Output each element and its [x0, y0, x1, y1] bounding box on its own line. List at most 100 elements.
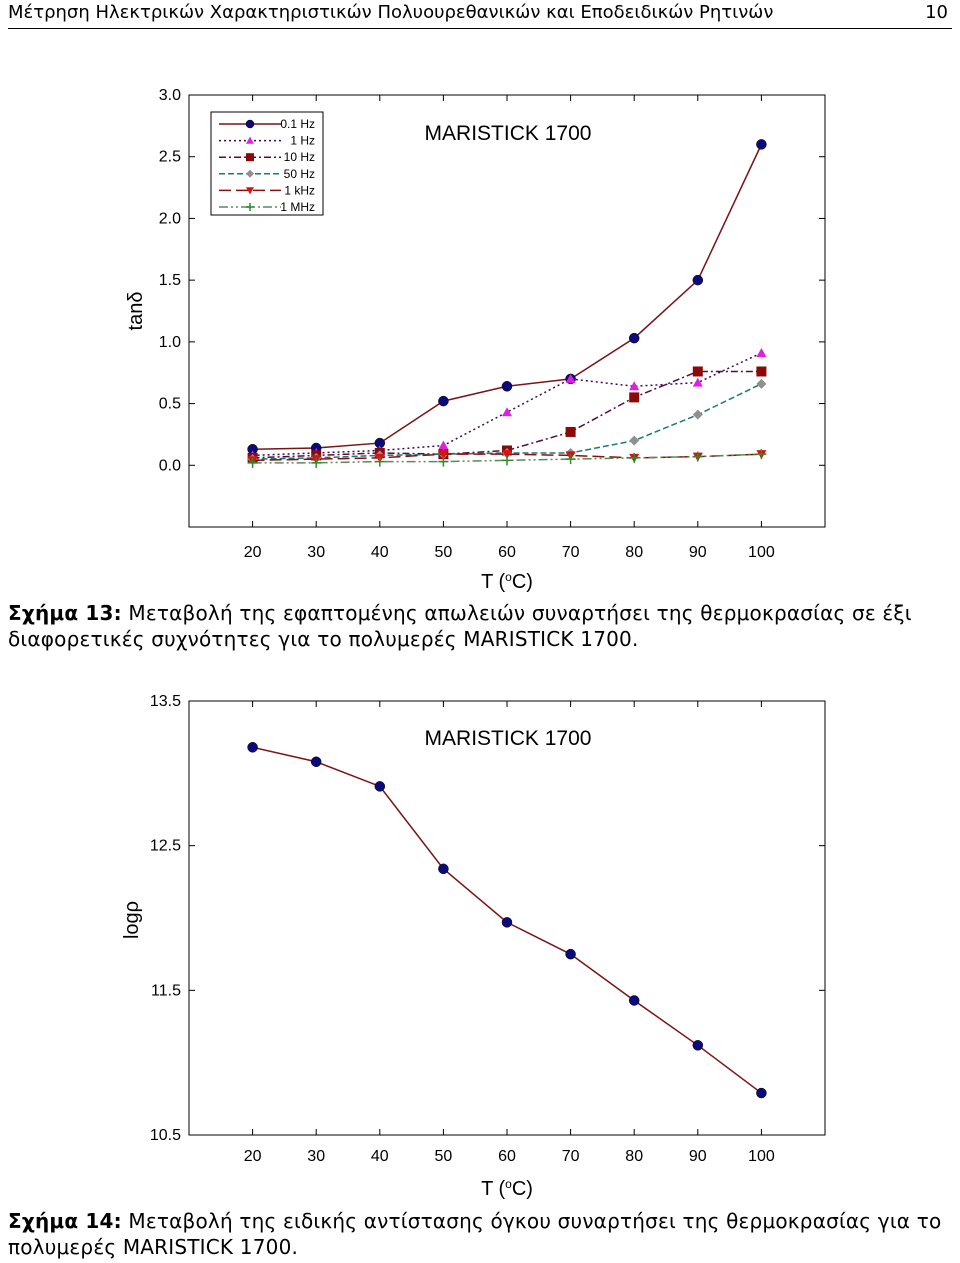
data-point	[247, 457, 258, 468]
x-tick-label: 70	[562, 1148, 580, 1165]
legend-marker	[246, 153, 254, 162]
x-tick-label: 40	[371, 1148, 389, 1165]
legend-box	[210, 111, 324, 216]
legend-marker	[246, 187, 254, 195]
data-point	[692, 1040, 704, 1051]
figure-14-caption: Σχήμα 14: Μεταβολή της ειδικής αντίσταση…	[8, 1208, 954, 1260]
data-point	[438, 450, 449, 460]
x-tick-label: 100	[748, 1148, 775, 1165]
x-tick-label: 40	[371, 544, 389, 561]
legend-label: 10 Hz	[284, 150, 315, 164]
y-tick-label: 3.0	[159, 87, 181, 104]
y-axis-label: tanδ	[125, 292, 147, 331]
data-point	[692, 366, 703, 377]
data-point	[502, 455, 512, 466]
series-1-mhz	[247, 449, 767, 468]
data-point	[501, 917, 513, 928]
data-point	[438, 456, 449, 467]
x-tick-label: 50	[435, 1148, 453, 1165]
series-line	[252, 352, 762, 457]
y-tick-label: 2.0	[159, 210, 181, 227]
x-tick-label: 90	[689, 1148, 707, 1165]
data-point	[311, 457, 322, 468]
data-point	[438, 395, 449, 407]
x-tick-label: 30	[307, 1148, 325, 1165]
data-point	[692, 274, 704, 286]
data-point	[629, 392, 640, 403]
data-point	[692, 409, 703, 420]
figure-14-text: Μεταβολή της ειδικής αντίστασης όγκου συ…	[8, 1209, 942, 1259]
y-tick-label: 13.5	[150, 693, 181, 710]
legend-marker	[245, 119, 255, 129]
header-title: Μέτρηση Ηλεκτρικών Χαρακτηριστικών Πολυο…	[8, 2, 774, 23]
y-tick-label: 1.5	[159, 272, 181, 289]
y-tick-label: 12.5	[150, 838, 181, 855]
page-header: Μέτρηση Ηλεκτρικών Χαρακτηριστικών Πολυο…	[8, 0, 952, 29]
legend-label: 1 MHz	[280, 200, 315, 214]
data-point	[756, 139, 767, 150]
data-point	[438, 863, 449, 875]
x-tick-label: 80	[625, 544, 643, 561]
legend-marker	[246, 169, 254, 178]
y-axis-label: logρ	[121, 901, 143, 939]
x-tick-label: 20	[244, 1148, 262, 1165]
data-point	[247, 742, 258, 753]
y-tick-label: 1.0	[159, 334, 181, 351]
x-tick-label: 90	[689, 544, 707, 561]
figure-13-label: Σχήμα 13:	[8, 601, 122, 625]
x-tick-label: 100	[748, 544, 775, 561]
data-point	[565, 373, 576, 383]
data-point	[692, 451, 703, 462]
legend-label: 1 Hz	[290, 134, 315, 148]
x-tick-label: 60	[498, 1148, 516, 1165]
legend-marker	[246, 136, 254, 144]
x-tick-label: 20	[244, 544, 262, 561]
legend-label: 50 Hz	[284, 167, 315, 181]
data-point	[692, 377, 703, 387]
figure-13-text: Μεταβολή της εφαπτομένης απωλειών συναρτ…	[8, 601, 912, 651]
data-point	[374, 781, 386, 792]
y-tick-label: 2.5	[159, 149, 181, 166]
data-point	[438, 440, 449, 450]
chart-tan-delta: 20 30 40 50 60 70 80 90 100 0.0 0.5 1.0 1.5 2.0 2.5 3.0…	[125, 87, 826, 593]
data-point	[756, 449, 767, 460]
x-tick-label: 60	[498, 544, 516, 561]
data-point	[565, 454, 576, 465]
x-axis-label: T (oC)	[481, 570, 533, 593]
y-tick-label: 0.0	[159, 457, 181, 474]
data-point	[310, 756, 322, 768]
data-point	[628, 995, 640, 1006]
data-point	[629, 381, 640, 391]
page-number: 10	[925, 2, 948, 23]
y-tick-label: 10.5	[150, 1127, 181, 1144]
data-point	[502, 407, 512, 417]
x-tick-label: 70	[562, 544, 580, 561]
figure-13-caption: Σχήμα 13: Μεταβολή της εφαπτομένης απωλε…	[8, 600, 954, 652]
x-axis-label: T (oC)	[481, 1177, 533, 1200]
data-point	[629, 435, 640, 446]
legend-marker	[246, 203, 254, 211]
x-tick-label: 80	[625, 1148, 643, 1165]
data-point	[756, 347, 767, 357]
data-point	[565, 948, 576, 960]
chart-log-resistivity: 20 30 40 50 60 70 80 90 100 10.5 11.5 12.5 13.5 T (oC…	[121, 693, 826, 1200]
y-tick-label: 11.5	[151, 982, 181, 999]
chart-title: MARISTICK 1700	[425, 122, 592, 145]
y-tick-label: 0.5	[159, 396, 181, 413]
legend-label: 1 kHz	[284, 183, 315, 197]
data-point	[756, 1087, 767, 1099]
data-point	[628, 332, 640, 344]
data-point	[501, 381, 513, 392]
data-point	[374, 456, 385, 467]
x-tick-label: 50	[435, 544, 453, 561]
legend-label: 0.1 Hz	[280, 117, 315, 131]
series-line	[252, 370, 762, 459]
chart-title: MARISTICK 1700	[425, 727, 592, 750]
data-point	[756, 366, 767, 377]
data-point	[502, 450, 512, 460]
figure-14-label: Σχήμα 14:	[8, 1209, 122, 1233]
data-point	[756, 378, 767, 389]
series-0	[247, 742, 767, 1099]
data-point	[629, 452, 640, 463]
data-point	[565, 426, 576, 437]
